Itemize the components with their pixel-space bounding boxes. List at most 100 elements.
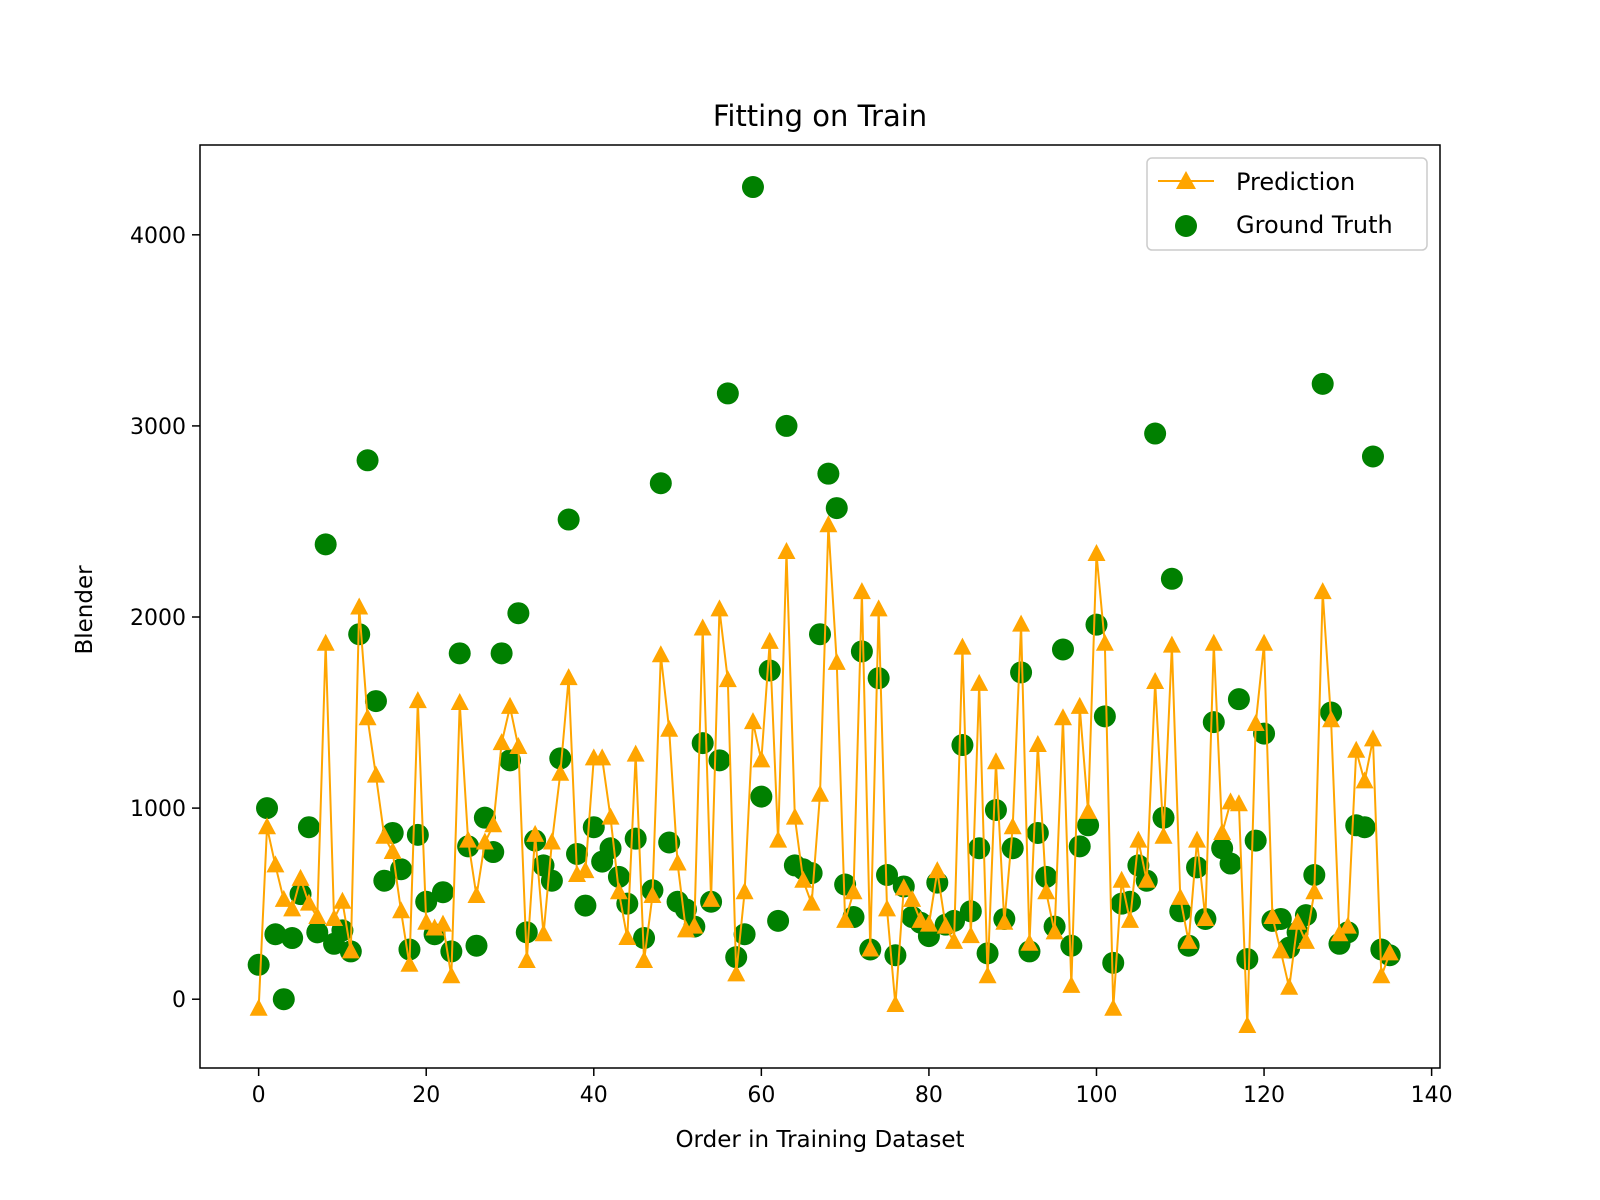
prediction-point: [1296, 931, 1315, 949]
ground-truth-point: [624, 827, 647, 850]
ground-truth-point: [968, 837, 991, 860]
prediction-point: [861, 939, 880, 957]
prediction-point: [945, 931, 964, 949]
x-tick-label: 140: [1411, 1083, 1453, 1108]
prediction-point: [1104, 998, 1123, 1016]
prediction-point: [1355, 771, 1374, 789]
prediction-point: [936, 916, 955, 934]
prediction-point: [1213, 822, 1232, 840]
y-tick-label: 3000: [130, 415, 186, 440]
prediction-point: [643, 886, 662, 904]
prediction-point: [1363, 729, 1382, 747]
prediction-point: [492, 733, 511, 751]
prediction-point: [1188, 830, 1207, 848]
x-axis-label: Order in Training Dataset: [675, 1127, 964, 1153]
ground-truth-point: [306, 921, 329, 944]
prediction-point: [383, 842, 402, 860]
prediction-point: [1137, 870, 1156, 888]
ground-truth-point: [1311, 372, 1334, 395]
ground-truth-point: [1051, 638, 1074, 661]
prediction-point: [509, 736, 528, 754]
ground-truth-point: [674, 898, 697, 921]
ground-truth-point: [499, 749, 521, 772]
prediction-point: [249, 998, 268, 1016]
ground-truth-point: [264, 923, 287, 946]
ground-truth-point: [281, 927, 304, 950]
y-tick-label: 2000: [130, 606, 186, 631]
prediction-point: [1012, 614, 1031, 632]
prediction-point: [802, 893, 821, 911]
prediction-point: [953, 637, 972, 655]
ground-truth-point: [1202, 711, 1225, 734]
prediction-point: [1121, 910, 1139, 928]
x-tick-label: 20: [412, 1083, 440, 1108]
prediction-point: [852, 582, 871, 600]
y-axis: 0 1000 2000 3000 4000: [130, 224, 200, 1013]
y-axis-label: Blender: [72, 565, 98, 655]
ground-truth-point: [247, 953, 270, 976]
prediction-point: [710, 599, 729, 617]
ground-truth-point: [557, 508, 580, 531]
prediction-point: [1087, 543, 1106, 561]
legend-ground-truth-label: Ground Truth: [1236, 211, 1393, 239]
ground-truth-point: [1093, 705, 1116, 728]
ground-truth-point: [607, 865, 630, 888]
prediction-point: [593, 748, 612, 766]
prediction-point: [702, 889, 721, 907]
ground-truth-point: [850, 640, 873, 663]
prediction-point: [283, 899, 302, 917]
y-tick-label: 1000: [130, 797, 186, 822]
prediction-point: [743, 712, 762, 730]
prediction-point: [1154, 826, 1173, 844]
legend-prediction-marker: [1176, 171, 1196, 189]
ground-truth-point: [817, 462, 840, 485]
prediction-point: [651, 645, 670, 663]
prediction-point: [1045, 922, 1064, 940]
x-tick-label: 60: [747, 1083, 775, 1108]
ground-truth-point: [649, 472, 672, 495]
prediction-point: [1129, 830, 1148, 848]
ground-truth-point: [1244, 829, 1267, 852]
prediction-point: [1338, 916, 1357, 934]
ground-truth-point: [256, 797, 279, 820]
prediction-point: [350, 597, 369, 615]
prediction-point: [1380, 943, 1399, 961]
prediction-point: [375, 826, 394, 844]
ground-truth-point: [1361, 445, 1384, 468]
prediction-point: [794, 870, 813, 888]
ground-truth-point: [364, 690, 387, 713]
prediction-point: [526, 824, 545, 842]
prediction-point: [626, 744, 645, 762]
prediction-point: [1053, 708, 1072, 726]
prediction-point: [1037, 882, 1056, 900]
prediction-point: [894, 878, 913, 896]
prediction-point: [609, 882, 628, 900]
y-tick-label: 0: [172, 988, 186, 1013]
prediction-point: [919, 914, 938, 932]
prediction-point: [551, 763, 570, 781]
ground-truth-point: [1227, 688, 1250, 711]
ground-truth-point: [1026, 821, 1049, 844]
chart-title: Fitting on Train: [713, 99, 927, 133]
prediction-point: [928, 861, 947, 879]
legend-box: [1146, 157, 1428, 251]
prediction-point: [777, 542, 796, 560]
ground-truth-point: [465, 934, 488, 957]
prediction-point: [308, 907, 327, 925]
prediction-point: [291, 868, 310, 886]
prediction-point: [718, 670, 737, 688]
prediction-point: [769, 830, 788, 848]
legend: Prediction Ground Truth: [1146, 157, 1428, 251]
ground-truth-point: [691, 732, 714, 755]
prediction-point: [1079, 801, 1098, 819]
prediction-point: [1196, 908, 1215, 926]
ground-truth-point: [867, 667, 890, 690]
x-tick-label: 80: [915, 1083, 943, 1108]
prediction-point: [727, 964, 746, 982]
ground-truth-point: [1169, 900, 1192, 923]
prediction-point: [1322, 710, 1341, 728]
prediction-point: [475, 832, 494, 850]
prediction-point: [408, 691, 427, 709]
ground-truth-point: [448, 642, 471, 665]
